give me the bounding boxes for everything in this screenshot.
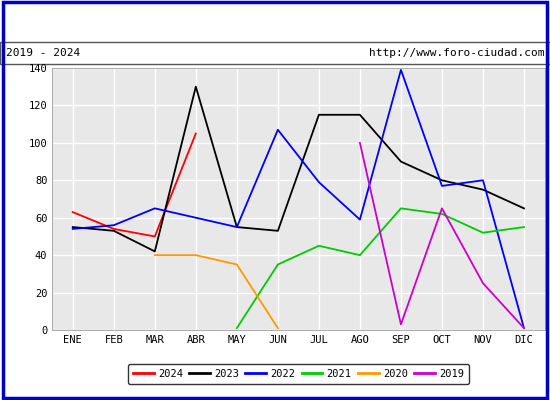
Text: Evolucion Nº Turistas Extranjeros en el municipio de Móra la Nova: Evolucion Nº Turistas Extranjeros en el … [15,14,535,28]
Text: http://www.foro-ciudad.com: http://www.foro-ciudad.com [369,48,544,58]
Legend: 2024, 2023, 2022, 2021, 2020, 2019: 2024, 2023, 2022, 2021, 2020, 2019 [128,364,469,384]
Text: 2019 - 2024: 2019 - 2024 [6,48,80,58]
